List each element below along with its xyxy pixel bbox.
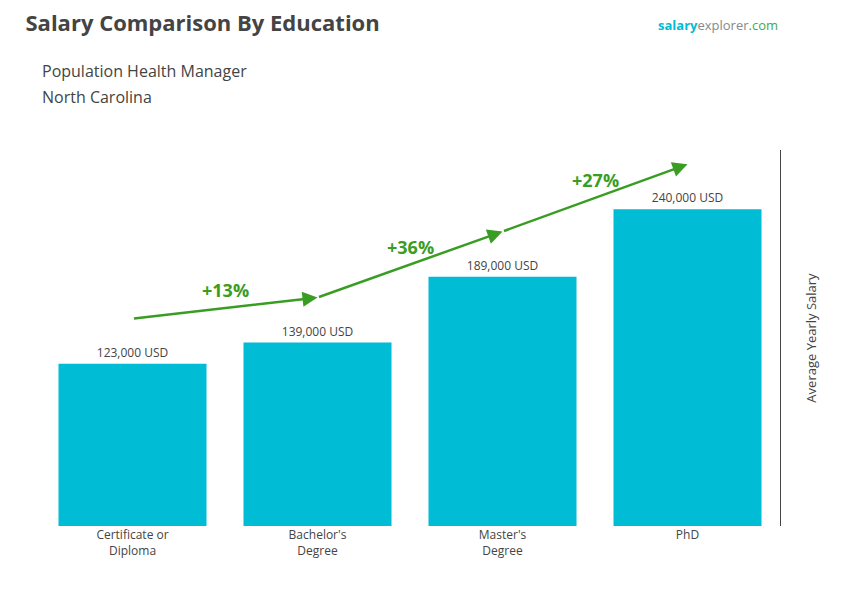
svg-text:Population Health Manager: Population Health Manager: [42, 60, 247, 82]
svg-text:+36%: +36%: [387, 235, 434, 259]
svg-text:PhD: PhD: [676, 526, 699, 543]
svg-text:Certificate orDiploma: Certificate orDiploma: [96, 526, 168, 559]
svg-text:123,000 USD: 123,000 USD: [97, 344, 168, 361]
svg-text:Average Yearly Salary: Average Yearly Salary: [802, 273, 820, 403]
svg-text:Master'sDegree: Master'sDegree: [479, 526, 527, 559]
svg-text:Salary Comparison By Education: Salary Comparison By Education: [26, 7, 380, 37]
svg-text:North Carolina: North Carolina: [42, 86, 152, 108]
svg-text:139,000 USD: 139,000 USD: [282, 323, 353, 340]
svg-text:189,000 USD: 189,000 USD: [467, 257, 538, 274]
svg-text:240,000 USD: 240,000 USD: [652, 189, 723, 206]
svg-text:Bachelor'sDegree: Bachelor'sDegree: [289, 526, 347, 559]
svg-text:+13%: +13%: [202, 278, 249, 302]
svg-text:+27%: +27%: [572, 168, 619, 192]
svg-text:salaryexplorer.com: salaryexplorer.com: [658, 16, 778, 34]
